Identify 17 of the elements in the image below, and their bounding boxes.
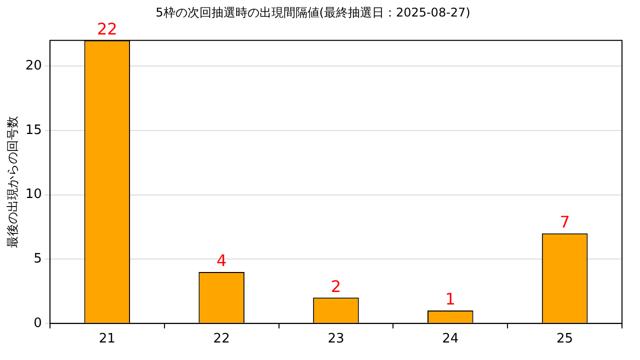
x-tick-label: 21 [98, 332, 116, 347]
y-tick-label: 20 [25, 58, 42, 74]
data-label: 22 [96, 20, 118, 39]
x-tick-label: 23 [328, 332, 344, 347]
data-label: 2 [330, 276, 342, 296]
data-label: 7 [560, 212, 570, 232]
x-tick-label: 24 [442, 332, 459, 347]
y-tick-label: 10 [25, 187, 42, 202]
data-label: 1 [445, 290, 456, 309]
y-tick-label: 5 [34, 251, 42, 266]
x-tick-label: 25 [556, 332, 574, 347]
x-tick-label: 22 [213, 332, 230, 347]
chart-title: 5枠の次回抽選時の出現間隔値(最終抽選日：2025-08-27) [156, 5, 470, 20]
data-label: 4 [216, 251, 227, 270]
y-tick-label: 15 [25, 122, 42, 138]
y-tick-label: 0 [34, 316, 42, 331]
y-axis-title: 最後の出現からの回号数 [5, 116, 20, 248]
